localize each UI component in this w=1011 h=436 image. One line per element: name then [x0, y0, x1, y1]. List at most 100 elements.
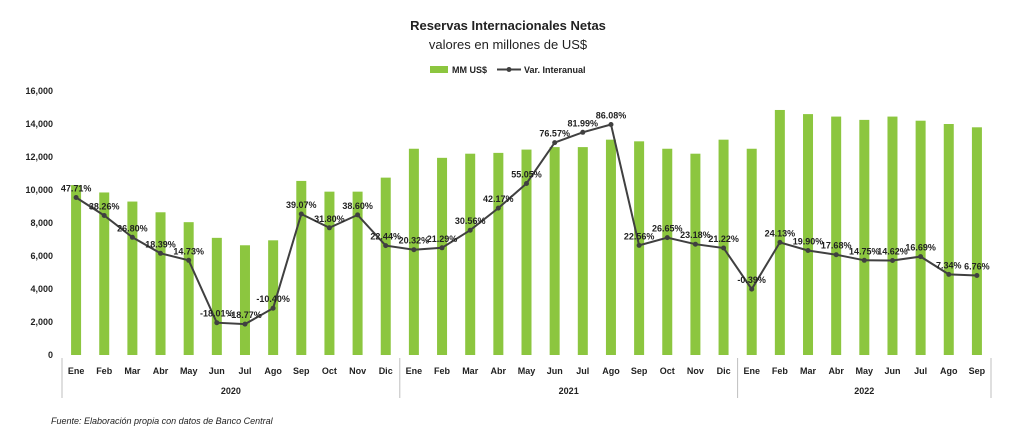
bar: [915, 120, 926, 355]
line-data-label: 31.80%: [314, 214, 345, 224]
chart-title: Reservas Internacionales Netas: [410, 18, 606, 33]
x-tick-label: Ago: [264, 366, 282, 376]
line-data-label: 76.57%: [539, 129, 570, 139]
line-data-label: 24.13%: [765, 228, 796, 238]
legend-line-label: Var. Interanual: [524, 65, 586, 75]
y-tick-label: 10,000: [25, 185, 53, 195]
bar: [493, 152, 504, 356]
line-point: [326, 225, 332, 231]
line-data-label: 14.73%: [173, 246, 204, 256]
x-tick-label: Feb: [772, 366, 789, 376]
bar: [549, 147, 560, 355]
line-point: [580, 129, 586, 135]
line-point: [918, 254, 924, 260]
line-point: [664, 235, 670, 241]
bar: [859, 119, 870, 356]
year-label: 2022: [854, 386, 874, 396]
line-data-label: 21.22%: [708, 234, 739, 244]
bar: [99, 192, 110, 355]
x-tick-label: Ene: [406, 366, 423, 376]
bar: [127, 201, 138, 355]
line-point: [129, 234, 135, 240]
x-tick-label: Jul: [238, 366, 251, 376]
line-data-label: 38.60%: [342, 201, 373, 211]
line-point: [890, 258, 895, 263]
x-tick-label: Abr: [153, 366, 169, 376]
x-tick-label: May: [518, 366, 536, 376]
line-point: [439, 245, 445, 251]
x-tick-label: Dic: [717, 366, 731, 376]
line-point: [974, 273, 980, 278]
line-point: [270, 305, 276, 311]
line-data-label: 19.90%: [793, 237, 824, 247]
x-axis: Ene Feb Mar Abr May Jun Jul Ago Sep Oct Nov Dic Ene F…: [61, 358, 992, 398]
bar: [887, 116, 898, 355]
x-tick-label: May: [180, 366, 198, 376]
bar: [577, 147, 588, 355]
x-tick-label: Feb: [434, 366, 451, 376]
line-data-label: 20.32%: [399, 236, 430, 246]
line-point: [721, 245, 727, 251]
line-point: [552, 140, 558, 146]
bar: [943, 124, 954, 355]
line-point: [749, 286, 755, 292]
x-tick-label: Jun: [884, 366, 900, 376]
x-tick-label: Feb: [96, 366, 113, 376]
x-tick-label: May: [856, 366, 874, 376]
line-data-label: 23.18%: [680, 230, 711, 240]
legend-line-marker: [506, 67, 512, 72]
line-data-label: 26.80%: [117, 223, 148, 233]
bar: [183, 222, 194, 355]
x-tick-label: Jul: [576, 366, 589, 376]
y-tick-label: 12,000: [25, 152, 53, 162]
line-data-label: 38.26%: [89, 202, 120, 212]
x-tick-label: Sep: [293, 366, 310, 376]
bar: [71, 185, 82, 355]
x-tick-label: Ago: [602, 366, 620, 376]
year-label: 2021: [559, 386, 579, 396]
bar: [268, 240, 279, 355]
x-tick-label: Oct: [660, 366, 675, 376]
x-tick-label: Ene: [743, 366, 760, 376]
y-tick-label: 6,000: [30, 251, 53, 261]
legend-bar-label: MM US$: [452, 65, 487, 75]
line-data-label: -18.77%: [228, 310, 262, 320]
x-tick-label: Ago: [940, 366, 958, 376]
bar: [634, 141, 645, 355]
y-tick-label: 8,000: [30, 218, 53, 228]
line-point: [777, 239, 783, 245]
line-point: [242, 321, 248, 327]
x-tick-label: Nov: [349, 366, 366, 376]
line-series: 47.71% 38.26% 26.80% 18.39%14.73% -18.01%-18…: [61, 111, 990, 327]
line-data-label: -18.01%: [200, 309, 234, 319]
bar: [662, 148, 673, 355]
line-data-label: 39.07%: [286, 200, 317, 210]
line-data-label: -10.40%: [256, 294, 290, 304]
line-point: [298, 211, 304, 217]
bar: [380, 177, 391, 356]
year-label: 2020: [221, 386, 241, 396]
line-data-label: 26.65%: [652, 224, 683, 234]
line-point: [355, 212, 361, 218]
bar: [803, 114, 814, 355]
y-tick-label: 2,000: [30, 317, 53, 327]
bar: [239, 245, 250, 355]
line-point: [495, 205, 501, 211]
chart-subtitle: valores en millones de US$: [429, 37, 588, 52]
line-data-label: 17.68%: [821, 241, 852, 251]
bar: [437, 157, 448, 355]
x-tick-label: Sep: [969, 366, 986, 376]
bar: [605, 139, 616, 355]
line-point: [636, 242, 642, 248]
line-data-label: 30.56%: [455, 216, 486, 226]
line-data-label: 42.17%: [483, 194, 514, 204]
line-data-label: 86.08%: [596, 111, 627, 121]
line-point: [158, 250, 163, 256]
line-point: [946, 271, 952, 277]
line-point: [833, 252, 839, 258]
x-tick-label: Jun: [547, 366, 563, 376]
line-data-label: 7.34%: [936, 260, 962, 270]
legend-bar-swatch: [430, 66, 448, 73]
bar: [211, 237, 222, 355]
